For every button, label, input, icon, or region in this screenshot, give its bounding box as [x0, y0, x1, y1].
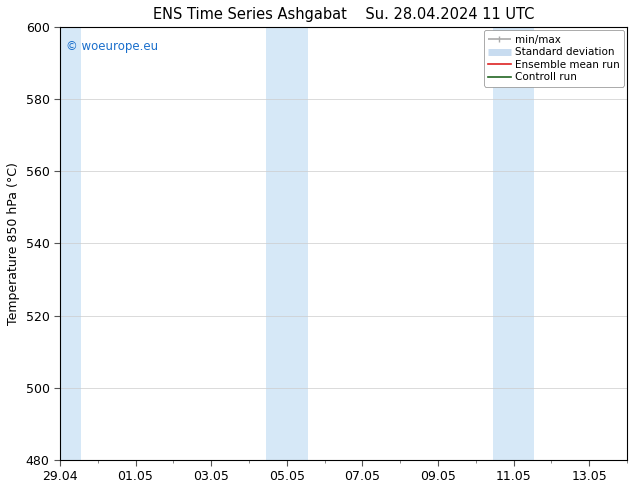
Title: ENS Time Series Ashgabat    Su. 28.04.2024 11 UTC: ENS Time Series Ashgabat Su. 28.04.2024 …: [153, 7, 534, 22]
Bar: [266, 27, 307, 460]
Legend: min/max, Standard deviation, Ensemble mean run, Controll run: min/max, Standard deviation, Ensemble me…: [484, 30, 624, 87]
Bar: [493, 27, 534, 460]
Y-axis label: Temperature 850 hPa (°C): Temperature 850 hPa (°C): [7, 162, 20, 325]
Bar: [58, 27, 81, 460]
Text: © woeurope.eu: © woeurope.eu: [65, 40, 158, 53]
